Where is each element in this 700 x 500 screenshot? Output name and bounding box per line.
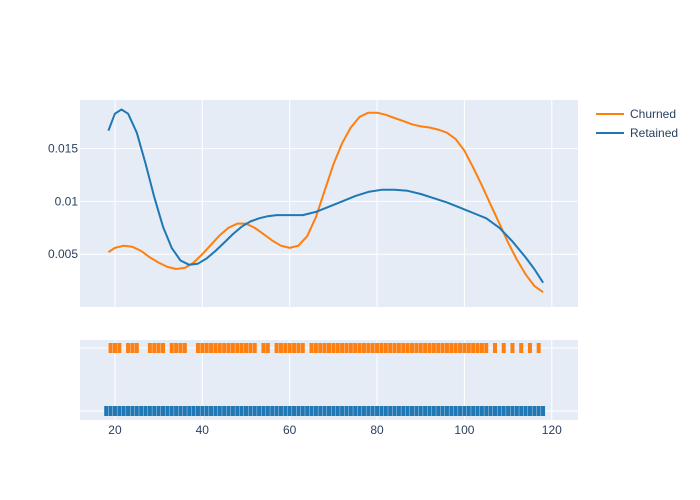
legend-label: Retained <box>630 126 678 140</box>
x-tick-label: 40 <box>196 423 210 437</box>
y-tick-label: 0.005 <box>48 247 78 261</box>
x-tick-label: 100 <box>454 423 474 437</box>
x-tick-label: 20 <box>108 423 122 437</box>
legend-item-churned[interactable]: Churned <box>596 107 676 121</box>
y-tick-label: 0.015 <box>48 142 78 156</box>
legend[interactable]: Churned Retained <box>596 107 678 140</box>
x-tick-label: 80 <box>370 423 384 437</box>
rug-retained <box>104 406 546 416</box>
rug-churned <box>108 343 541 353</box>
legend-label: Churned <box>630 107 676 121</box>
density-plot-area <box>80 100 578 307</box>
y-axis-ticks: 0.005 0.01 0.015 <box>48 142 78 262</box>
y-tick-label: 0.01 <box>55 194 79 208</box>
x-tick-label: 120 <box>542 423 562 437</box>
density-line-retained <box>107 108 544 284</box>
legend-item-retained[interactable]: Retained <box>596 126 678 140</box>
x-tick-label: 60 <box>283 423 297 437</box>
density-line-churned <box>107 111 544 294</box>
rug-marks <box>104 343 546 416</box>
x-axis-ticks: 20 40 60 80 100 120 <box>108 423 562 437</box>
density-lines <box>107 108 544 294</box>
